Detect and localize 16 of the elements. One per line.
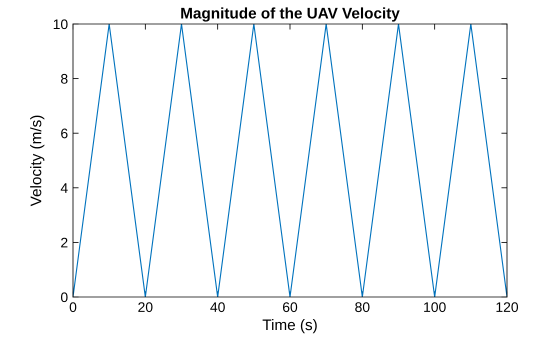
y-tick-label: 6 [61, 128, 68, 138]
y-tick-label: 0 [60, 292, 68, 302]
x-axis-title: Time (s) [262, 318, 317, 334]
y-tick-label: 10 [54, 19, 68, 30]
x-tick-label: 0 [70, 302, 76, 312]
x-tick-label: 120 [496, 302, 518, 312]
y-tick-label: 2 [61, 238, 68, 248]
x-tick-label: 100 [424, 302, 446, 312]
x-tick-label: 40 [210, 302, 225, 312]
y-tick-label: 8 [61, 74, 68, 84]
y-axis-title: Velocity (m/s) [30, 116, 44, 206]
chart-title: Magnitude of the UAV Velocity [181, 7, 400, 22]
x-tick-label: 20 [138, 302, 153, 312]
y-tick-label: 4 [60, 183, 68, 193]
x-tick-label: 80 [355, 302, 370, 312]
x-tick-label: 60 [282, 302, 298, 312]
